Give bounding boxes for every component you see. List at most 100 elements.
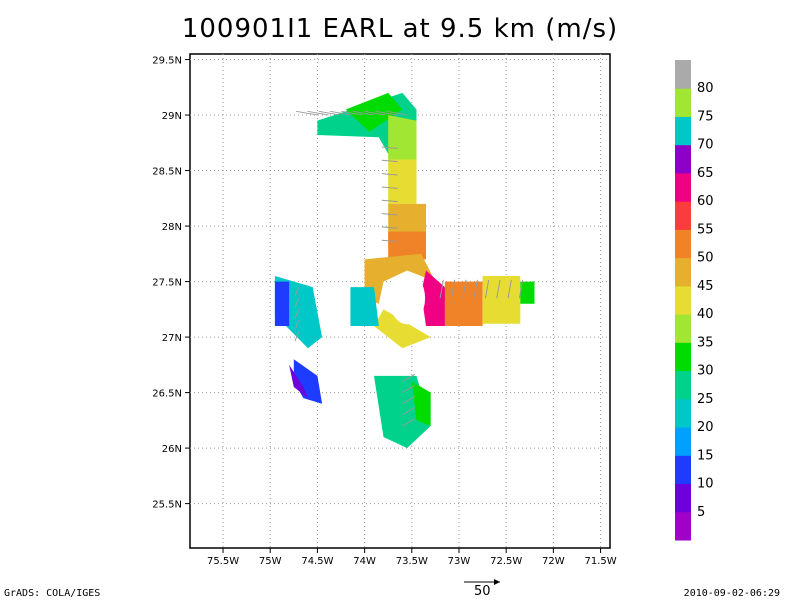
reference-vector-label: 50 [474, 584, 491, 599]
wind-vector [473, 279, 478, 299]
wind-speed-cell [388, 115, 417, 165]
wind-vector [402, 418, 416, 427]
wind-vector [381, 226, 398, 229]
tick-label-x: 75W [259, 556, 282, 567]
colorbar-segment [675, 370, 691, 400]
colorbar-label: 55 [697, 222, 714, 237]
tick-label-y: 28N [162, 222, 182, 233]
colorbar-label: 60 [697, 194, 714, 209]
colorbar-segment [675, 427, 691, 456]
wind-vector [386, 110, 409, 116]
colorbar-segment [675, 144, 691, 174]
tick-label-y: 25.5N [152, 500, 182, 511]
colorbar-label: 50 [697, 251, 714, 266]
colorbar-label: 45 [697, 279, 714, 294]
wind-vectors [294, 110, 524, 427]
wind-vector [294, 286, 300, 297]
wind-speed-cell [411, 381, 431, 426]
tick-label-x: 73W [448, 556, 471, 567]
wind-vector [330, 110, 352, 116]
tick-label-x: 74.5W [301, 556, 333, 567]
colorbar-label: 30 [697, 364, 714, 379]
tick-label-x: 72.5W [490, 556, 522, 567]
tick-label-x: 71.5W [584, 556, 616, 567]
wind-vector [381, 146, 398, 149]
wind-vector [450, 279, 456, 299]
wind-vector [381, 213, 398, 216]
colorbar-segment [675, 172, 691, 202]
wind-vector [518, 279, 524, 299]
wind-speed-cell [364, 253, 436, 304]
wind-speed-cell [274, 281, 290, 326]
wind-vector [352, 110, 375, 116]
colorbar-label: 5 [697, 505, 705, 520]
wind-speed-cell [421, 270, 450, 326]
wind-speed-cell [345, 92, 403, 132]
footer-right: 2010-09-02-06:29 [683, 588, 780, 599]
colorbar-label: 35 [697, 335, 714, 350]
wind-speed-cell [289, 364, 308, 399]
reference-arrow-head [494, 579, 500, 585]
tick-label-y: 27.5N [152, 278, 182, 289]
colorbar-segment [675, 285, 691, 315]
colorbar-segment [675, 511, 691, 541]
reference-vector [464, 579, 500, 585]
colorbar-segment [675, 88, 691, 117]
wind-vector [307, 110, 329, 116]
colorbar-segment [675, 116, 691, 146]
wind-vector [341, 110, 363, 116]
tick-label-x: 74W [353, 556, 376, 567]
tick-label-y: 28.5N [152, 167, 182, 178]
wind-vector [294, 320, 300, 331]
wind-vector [402, 384, 416, 394]
colorbar-segment [675, 201, 691, 230]
wind-speed-cell [520, 281, 535, 304]
wind-vector [381, 159, 398, 163]
wind-vector [294, 331, 300, 342]
colorbar-segment [675, 314, 691, 343]
colorbar-label: 20 [697, 420, 714, 435]
wind-vector [296, 110, 318, 116]
wind-vector [381, 239, 398, 243]
wind-speed-cell [388, 159, 417, 204]
colorbar-label: 70 [697, 138, 714, 153]
axis-ticks: 75.5W 75W 74.5W 74W 73.5W 73W 72.5W 72W 71.5W 25.… [152, 56, 616, 567]
tick-label-x: 75.5W [207, 556, 239, 567]
wind-speed-cell [374, 309, 431, 349]
wind-vector [364, 110, 386, 116]
colorbar-segment [675, 455, 691, 485]
chart-title: 100901I1 EARL at 9.5 km (m/s) [181, 14, 619, 44]
wind-vector [484, 279, 490, 299]
tick-label-x: 72W [542, 556, 565, 567]
wind-vector [381, 186, 398, 189]
wind-vector [318, 110, 341, 116]
tick-label-y: 27N [162, 333, 182, 344]
tick-label-y: 29.5N [152, 56, 182, 67]
wind-vector [402, 396, 416, 405]
colorbar-label: 15 [697, 448, 714, 463]
wind-vector [381, 199, 398, 203]
colorbar-segment [675, 342, 691, 372]
wind-speed-cell [388, 231, 426, 260]
colorbar-label: 80 [697, 81, 714, 96]
colorbar-label: 25 [697, 392, 714, 407]
colorbar-segment [675, 257, 691, 287]
wind-vector [294, 298, 300, 308]
wind-speed-field [274, 92, 535, 449]
wind-vector [402, 407, 416, 416]
wind-vector [439, 279, 444, 299]
tick-label-y: 29N [162, 111, 182, 122]
storm-eye [389, 272, 426, 325]
colorbar-segment [675, 60, 691, 89]
wind-vector [496, 279, 501, 299]
tick-label-y: 26N [162, 444, 182, 455]
colorbar-segment [675, 398, 691, 428]
wind-vector [375, 110, 397, 116]
wind-vector [507, 279, 512, 299]
wind-vector [381, 173, 398, 176]
wind-speed-cell [444, 281, 483, 326]
tick-label-x: 73.5W [396, 556, 428, 567]
colorbar-segment [675, 483, 691, 513]
footer-left: GrADS: COLA/IGES [4, 588, 101, 599]
